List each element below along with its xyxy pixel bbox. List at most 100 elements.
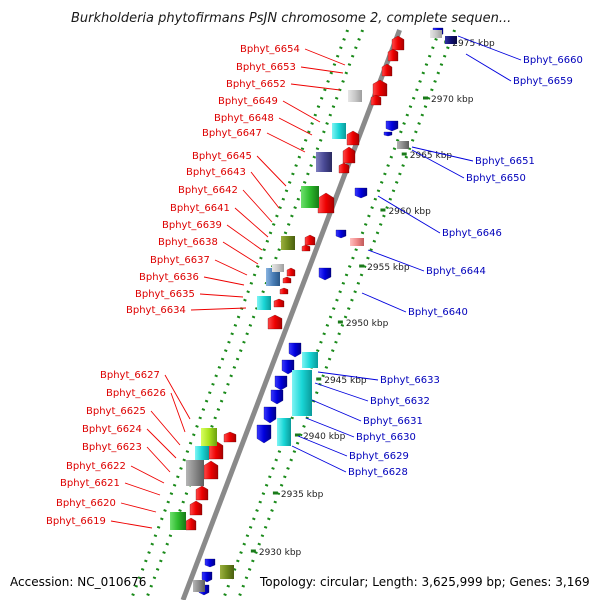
gene-label-bphyt-6654[interactable]: Bphyt_6654 (240, 44, 300, 55)
gene-box-lime[interactable] (201, 428, 217, 446)
gene-arrow-forward[interactable] (189, 500, 203, 516)
gene-label-bphyt-6625[interactable]: Bphyt_6625 (86, 406, 146, 417)
gene-label-bphyt-6636[interactable]: Bphyt_6636 (139, 272, 199, 283)
gene-label-bphyt-6620[interactable]: Bphyt_6620 (56, 498, 116, 509)
gene-label-bphyt-6651[interactable]: Bphyt_6651 (475, 156, 535, 167)
gene-box-cyan[interactable] (302, 352, 318, 368)
gene-label-bphyt-6641[interactable]: Bphyt_6641 (170, 203, 230, 214)
gene-box-lightgray[interactable] (348, 90, 362, 102)
label-leader-line (291, 445, 347, 473)
gene-arrow-forward[interactable] (372, 79, 388, 97)
gene-label-bphyt-6644[interactable]: Bphyt_6644 (426, 266, 486, 277)
gene-arrow-reverse[interactable] (256, 424, 272, 444)
gene-arrow-forward[interactable] (279, 287, 289, 295)
gene-arrow-forward[interactable] (317, 192, 335, 214)
gene-label-bphyt-6626[interactable]: Bphyt_6626 (106, 388, 166, 399)
gene-arrow-forward[interactable] (370, 94, 382, 106)
gene-label-bphyt-6631[interactable]: Bphyt_6631 (363, 416, 423, 427)
gene-label-bphyt-6647[interactable]: Bphyt_6647 (202, 128, 262, 139)
gene-box-cyan[interactable] (195, 446, 209, 460)
gene-label-bphyt-6649[interactable]: Bphyt_6649 (218, 96, 278, 107)
label-leader-line (314, 382, 369, 402)
gene-box-navy[interactable] (445, 36, 457, 44)
gene-arrow-reverse[interactable] (201, 571, 213, 583)
gene-box-cyan[interactable] (292, 370, 312, 416)
gene-label-bphyt-6645[interactable]: Bphyt_6645 (192, 151, 252, 162)
gene-label-bphyt-6627[interactable]: Bphyt_6627 (100, 370, 160, 381)
gene-box-green[interactable] (170, 512, 186, 530)
gene-label-bphyt-6648[interactable]: Bphyt_6648 (214, 113, 274, 124)
gene-label-bphyt-6650[interactable]: Bphyt_6650 (466, 173, 526, 184)
gene-label-bphyt-6640[interactable]: Bphyt_6640 (408, 307, 468, 318)
gene-label-bphyt-6642[interactable]: Bphyt_6642 (178, 185, 238, 196)
gene-box-steel[interactable] (266, 268, 280, 286)
gene-arrow-reverse[interactable] (270, 389, 284, 405)
gene-label-bphyt-6621[interactable]: Bphyt_6621 (60, 478, 120, 489)
gene-arrow-reverse[interactable] (288, 342, 302, 358)
gene-arrow-reverse[interactable] (335, 229, 347, 239)
label-leader-line (282, 100, 321, 123)
gene-label-bphyt-6638[interactable]: Bphyt_6638 (158, 237, 218, 248)
gene-arrow-forward[interactable] (273, 298, 285, 308)
gene-label-bphyt-6624[interactable]: Bphyt_6624 (82, 424, 142, 435)
gene-box-olive[interactable] (281, 236, 295, 250)
label-leader-line (146, 428, 177, 459)
gene-arrow-forward[interactable] (391, 35, 405, 51)
gene-label-bphyt-6635[interactable]: Bphyt_6635 (135, 289, 195, 300)
gene-label-bphyt-6629[interactable]: Bphyt_6629 (349, 451, 409, 462)
gene-box-cyan[interactable] (257, 296, 271, 310)
gene-labels: Bphyt_6654 Bphyt_6653 Bphyt_6652 Bphyt_6649… (46, 44, 583, 527)
kbp-tick-label: 2975 kbp (452, 39, 495, 49)
gene-box-pink[interactable] (350, 238, 364, 246)
gene-label-bphyt-6630[interactable]: Bphyt_6630 (356, 432, 416, 443)
gene-arrow-forward[interactable] (304, 234, 316, 246)
gene-arrow-forward[interactable] (203, 460, 219, 480)
gene-label-bphyt-6628[interactable]: Bphyt_6628 (348, 467, 408, 478)
gene-label-bphyt-6653[interactable]: Bphyt_6653 (236, 62, 296, 73)
label-leader-line (170, 392, 186, 433)
gene-arrow-reverse[interactable] (204, 558, 216, 568)
gene-label-bphyt-6622[interactable]: Bphyt_6622 (66, 461, 126, 472)
gene-arrow-forward[interactable] (282, 276, 292, 284)
gene-box-slate[interactable] (316, 152, 332, 172)
gene-label-bphyt-6660[interactable]: Bphyt_6660 (523, 55, 583, 66)
gene-arrow-reverse[interactable] (385, 120, 399, 132)
gene-box-gray[interactable] (397, 141, 409, 149)
gene-arrow-reverse[interactable] (318, 267, 332, 281)
gene-arrow-forward[interactable] (267, 314, 283, 330)
gene-arrow-reverse[interactable] (274, 375, 288, 391)
gene-box-green[interactable] (301, 186, 319, 208)
gene-box-gray[interactable] (193, 580, 205, 592)
gene-arrow-forward[interactable] (346, 130, 360, 146)
gene-arrow-reverse[interactable] (281, 359, 295, 375)
gene-box-gray[interactable] (186, 460, 204, 486)
gene-arrow-forward[interactable] (381, 63, 393, 77)
gene-arrow-forward[interactable] (223, 431, 237, 443)
gene-box-olive[interactable] (220, 565, 234, 579)
gene-label-bphyt-6634[interactable]: Bphyt_6634 (126, 305, 186, 316)
gene-label-bphyt-6632[interactable]: Bphyt_6632 (370, 396, 430, 407)
gene-label-bphyt-6619[interactable]: Bphyt_6619 (46, 516, 106, 527)
gene-label-bphyt-6643[interactable]: Bphyt_6643 (186, 167, 246, 178)
gene-arrow-reverse[interactable] (263, 406, 277, 424)
gene-label-bphyt-6646[interactable]: Bphyt_6646 (442, 228, 502, 239)
gene-arrow-forward[interactable] (338, 162, 350, 174)
gene-arrow-forward[interactable] (387, 48, 399, 62)
gene-arrow-forward[interactable] (195, 485, 209, 501)
gene-label-bphyt-6659[interactable]: Bphyt_6659 (513, 76, 573, 87)
gene-arrow-forward[interactable] (301, 244, 311, 252)
gene-arrow-forward[interactable] (342, 146, 356, 164)
gene-label-bphyt-6633[interactable]: Bphyt_6633 (380, 375, 440, 386)
gene-label-bphyt-6623[interactable]: Bphyt_6623 (82, 442, 142, 453)
gene-box-cyan[interactable] (332, 123, 346, 139)
gene-arrow-forward[interactable] (185, 517, 197, 531)
gene-label-bphyt-6652[interactable]: Bphyt_6652 (226, 79, 286, 90)
gene-box-lightgray[interactable] (272, 264, 284, 272)
gene-box-cyan[interactable] (277, 418, 291, 446)
gene-arrow-forward[interactable] (286, 267, 296, 277)
gene-box-lightgray[interactable] (430, 30, 442, 38)
gene-arrow-reverse[interactable] (354, 187, 368, 199)
gene-label-bphyt-6639[interactable]: Bphyt_6639 (162, 220, 222, 231)
gene-arrow-reverse[interactable] (383, 131, 393, 137)
gene-label-bphyt-6637[interactable]: Bphyt_6637 (150, 255, 210, 266)
